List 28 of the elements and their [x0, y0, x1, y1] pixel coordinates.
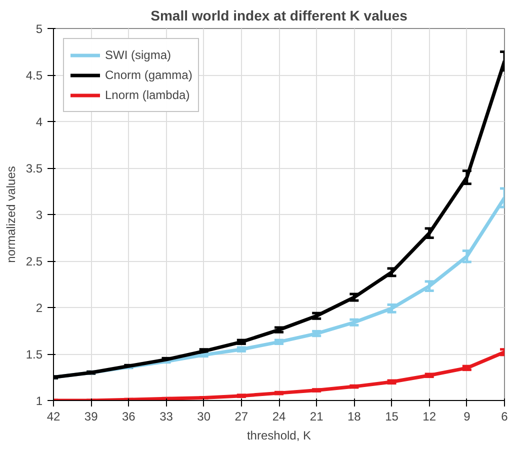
x-tick-label: 15 [385, 410, 399, 424]
y-tick-label: 4 [36, 115, 43, 129]
y-tick-label: 3 [36, 208, 43, 222]
x-tick-label: 12 [422, 410, 436, 424]
y-tick-label: 5 [36, 22, 43, 36]
y-tick-label: 1 [36, 394, 43, 408]
x-tick-label: 42 [46, 410, 60, 424]
x-tick-label: 33 [160, 410, 174, 424]
x-tick-label: 27 [234, 410, 248, 424]
legend-label: Cnorm (gamma) [105, 68, 192, 82]
chart-title: Small world index at different K values [150, 8, 408, 24]
x-tick-label: 9 [464, 410, 471, 424]
x-tick-label: 24 [272, 410, 286, 424]
x-tick-label: 18 [347, 410, 362, 424]
y-tick-label: 3.5 [26, 162, 43, 176]
x-tick-label: 6 [501, 410, 508, 424]
y-tick-label: 4.5 [26, 68, 43, 82]
legend-label: Lnorm (lambda) [105, 88, 190, 102]
x-tick-label: 21 [310, 410, 324, 424]
x-tick-label: 36 [122, 410, 136, 424]
x-tick-label: 39 [84, 410, 98, 424]
y-tick-label: 2.5 [26, 254, 43, 268]
y-tick-label: 2 [36, 301, 43, 315]
y-axis-title: normalized values [4, 166, 18, 263]
x-axis-title: threshold, K [246, 428, 312, 442]
y-tick-label: 1.5 [26, 348, 43, 362]
legend-label: SWI (sigma) [105, 48, 171, 62]
x-tick-label: 30 [197, 410, 211, 424]
